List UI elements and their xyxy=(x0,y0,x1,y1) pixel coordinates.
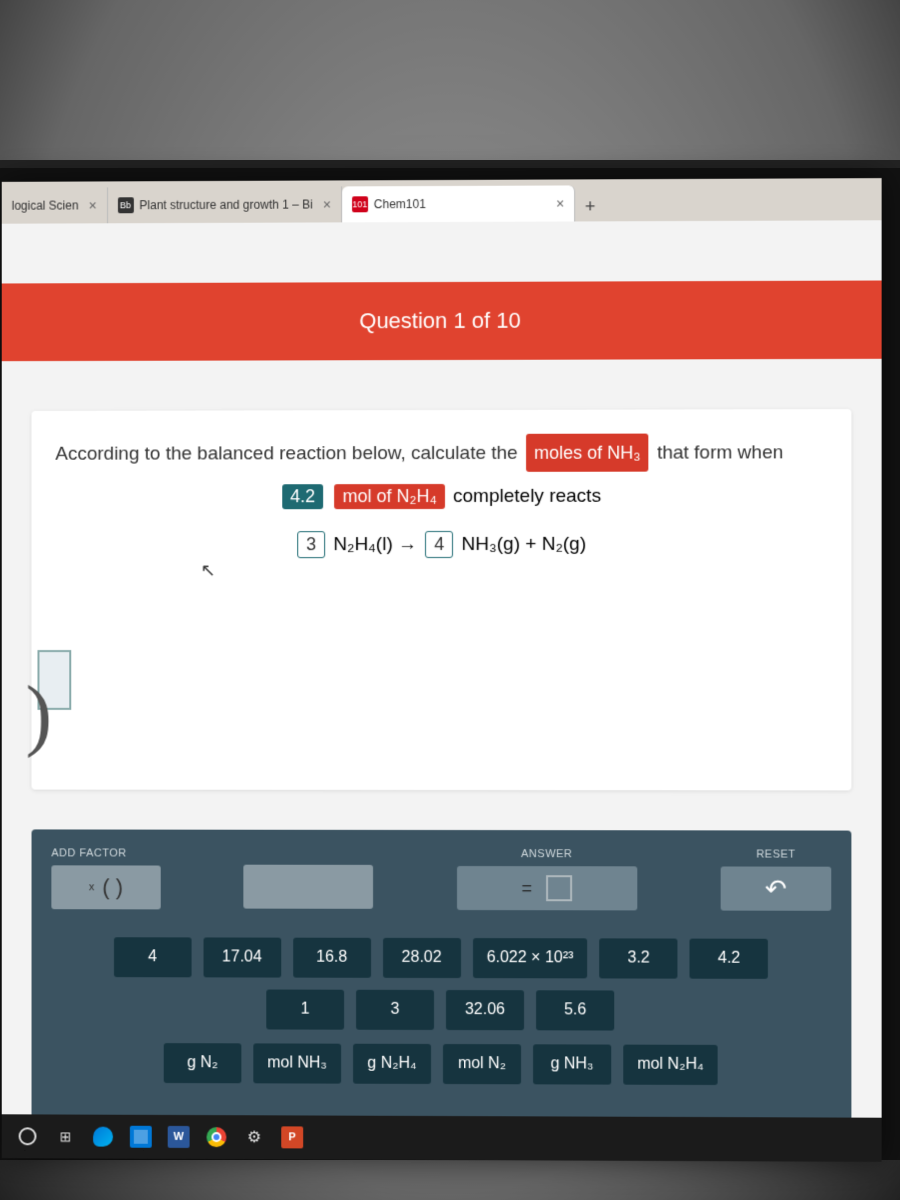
given-row: 4.2 mol of N₂H₄ completely reacts xyxy=(55,484,827,510)
tile-4-2[interactable]: 4.2 xyxy=(690,939,768,979)
powerpoint-icon[interactable]: P xyxy=(280,1125,304,1149)
question-prompt: According to the balanced reaction below… xyxy=(55,433,827,473)
close-icon[interactable]: × xyxy=(85,197,97,213)
tile-g-n2h4[interactable]: g N₂H₄ xyxy=(353,1044,431,1084)
tile-mol-nh3[interactable]: mol NH₃ xyxy=(253,1043,341,1083)
equation-row: 3 N₂H₄(l) → 4 NH₃(g) + N₂(g) xyxy=(55,531,827,559)
add-factor-section: ADD FACTOR x ( ) xyxy=(51,847,160,909)
question-card: According to the balanced reaction below… xyxy=(32,409,852,790)
tiles-row-1: 4 17.04 16.8 28.02 6.022 × 10²³ 3.2 4.2 xyxy=(51,937,831,979)
reactant: N₂H₄(l) → xyxy=(333,534,417,555)
close-icon[interactable]: × xyxy=(319,196,331,212)
coef-4: 4 xyxy=(425,531,453,558)
tile-28-02[interactable]: 28.02 xyxy=(383,938,461,978)
answer-panel: ADD FACTOR x ( ) ANSWER = RESET ↶ xyxy=(32,829,852,1121)
cursor-icon: ↖ xyxy=(201,560,216,581)
taskbar: ⊞ W ⚙ P xyxy=(2,1114,882,1162)
tile-mol-n2h4[interactable]: mol N₂H₄ xyxy=(623,1045,717,1085)
task-view-icon[interactable]: ⊞ xyxy=(53,1124,77,1148)
answer-label: ANSWER xyxy=(521,848,572,860)
chip-mol-n2h4: mol of N₂H₄ xyxy=(335,484,445,509)
tiles-row-2: 1 3 32.06 5.6 xyxy=(51,989,831,1031)
word-icon[interactable]: W xyxy=(167,1125,191,1149)
products: NH₃(g) + N₂(g) xyxy=(462,534,587,555)
undo-icon: ↶ xyxy=(765,873,787,904)
store-icon[interactable] xyxy=(129,1125,153,1149)
tile-mol-n2[interactable]: mol N₂ xyxy=(443,1044,521,1084)
answer-section: ANSWER = xyxy=(457,848,637,910)
blank-slot xyxy=(244,865,374,909)
tab-label: Plant structure and growth 1 – Bi xyxy=(139,198,312,213)
tile-g-nh3[interactable]: g NH₃ xyxy=(533,1044,611,1084)
question-banner: Question 1 of 10 xyxy=(2,281,882,362)
favicon-bb: Bb xyxy=(118,197,134,213)
close-icon[interactable]: × xyxy=(552,195,564,211)
tile-avogadro[interactable]: 6.022 × 10²³ xyxy=(473,938,588,978)
chip-moles-nh3: moles of NH₃ xyxy=(526,434,649,472)
tile-1[interactable]: 1 xyxy=(266,990,344,1030)
tile-3-2[interactable]: 3.2 xyxy=(600,938,678,978)
reset-label: RESET xyxy=(756,848,795,860)
chrome-icon[interactable] xyxy=(205,1125,229,1149)
answer-field[interactable] xyxy=(546,875,572,901)
add-factor-label: ADD FACTOR xyxy=(51,847,126,859)
tiles-row-3: g N₂ mol NH₃ g N₂H₄ mol N₂ g NH₃ mol N₂H… xyxy=(51,1043,831,1086)
settings-icon[interactable]: ⚙ xyxy=(242,1125,266,1149)
prompt-text: completely reacts xyxy=(453,486,601,507)
factor-paren: ( ) xyxy=(102,874,123,900)
equals-icon: = xyxy=(521,878,532,899)
tab-label: Chem101 xyxy=(374,197,426,211)
add-factor-button[interactable]: x ( ) xyxy=(51,865,160,909)
favicon-101: 101 xyxy=(352,196,368,212)
reset-section: RESET ↶ xyxy=(721,848,832,910)
tile-5-6[interactable]: 5.6 xyxy=(536,990,614,1030)
tile-g-n2[interactable]: g N₂ xyxy=(164,1043,242,1083)
tab-chem101[interactable]: 101 Chem101 × xyxy=(342,185,575,222)
tab-plant-structure[interactable]: Bb Plant structure and growth 1 – Bi × xyxy=(108,186,342,223)
tab-label: logical Scien xyxy=(12,198,79,212)
tile-17-04[interactable]: 17.04 xyxy=(203,937,281,977)
browser-window: logical Scien × Bb Plant structure and g… xyxy=(2,178,882,1162)
tile-4[interactable]: 4 xyxy=(114,937,192,977)
reset-button[interactable]: ↶ xyxy=(721,866,832,910)
chip-value-4-2: 4.2 xyxy=(282,484,323,509)
factor-slot[interactable] xyxy=(244,865,374,909)
tile-3[interactable]: 3 xyxy=(356,990,434,1030)
prompt-text: that form when xyxy=(657,442,783,463)
tile-32-06[interactable]: 32.06 xyxy=(446,990,524,1030)
start-icon[interactable] xyxy=(16,1124,40,1148)
new-tab-button[interactable]: + xyxy=(575,191,605,221)
prompt-text: According to the balanced reaction below… xyxy=(55,443,517,465)
paren-icon: ) xyxy=(26,670,52,761)
tab-biology[interactable]: logical Scien × xyxy=(2,187,108,223)
coef-3: 3 xyxy=(297,531,325,558)
factor-x: x xyxy=(89,881,94,893)
edge-icon[interactable] xyxy=(91,1125,115,1149)
question-counter: Question 1 of 10 xyxy=(359,308,520,333)
answer-box[interactable]: = xyxy=(457,866,637,910)
tab-strip: logical Scien × Bb Plant structure and g… xyxy=(2,178,882,224)
tile-16-8[interactable]: 16.8 xyxy=(293,938,371,978)
